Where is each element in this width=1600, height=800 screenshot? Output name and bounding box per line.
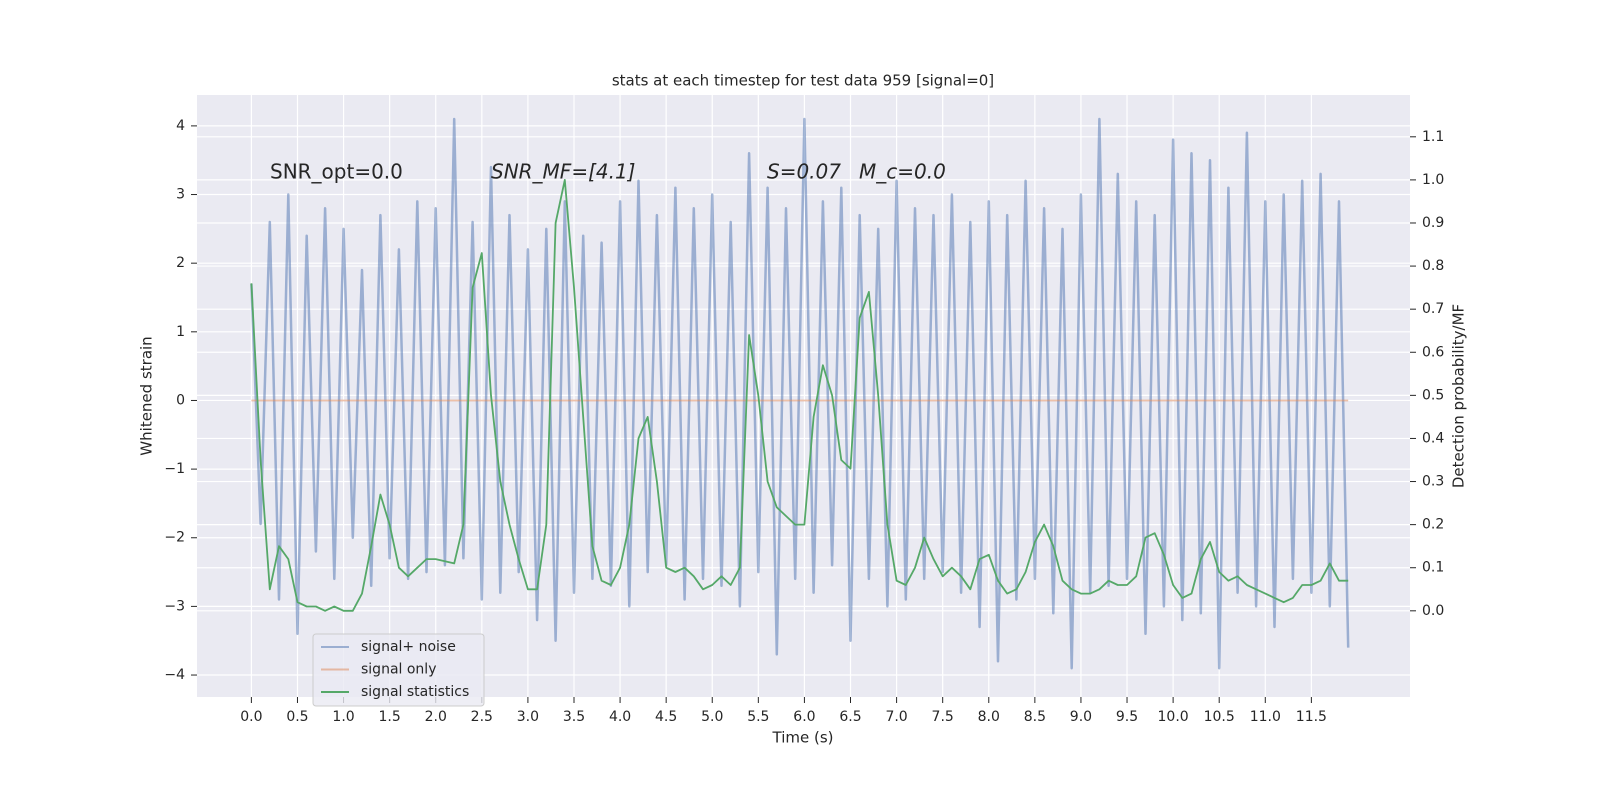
- x-tick-label: 2.0: [425, 709, 447, 725]
- x-tick-label: 4.0: [609, 709, 631, 725]
- y2-tick-label: 0.5: [1422, 387, 1444, 403]
- y-axis-label: Whitened strain: [138, 336, 156, 455]
- x-tick-label: 1.0: [332, 709, 354, 725]
- y2-axis-label: Detection probability/MF: [1450, 304, 1468, 488]
- x-tick-label: 11.0: [1250, 709, 1281, 725]
- y-tick-label: 2: [176, 255, 185, 271]
- y2-tick-label: 0.6: [1422, 344, 1444, 360]
- x-tick-label: 0.0: [240, 709, 262, 725]
- y2-tick-label: 0.7: [1422, 301, 1444, 317]
- x-tick-label: 9.0: [1070, 709, 1092, 725]
- y2-tick-label: 0.4: [1422, 430, 1444, 446]
- x-tick-label: 3.0: [517, 709, 539, 725]
- y-tick-label: −4: [164, 667, 185, 683]
- y2-tick-label: 1.0: [1422, 172, 1444, 188]
- y-tick-label: 0: [176, 392, 185, 408]
- labels: 0.0 0.5 1.0 1.5 2.0 2.5 3.0 3.5 4.0 4.5 5.0 5.5 6.0 6…: [164, 118, 1444, 725]
- x-tick-label: 8.0: [978, 709, 1000, 725]
- chart-title: stats at each timestep for test data 959…: [612, 72, 994, 90]
- series-line: [250, 179, 1349, 612]
- y2-tick-label: 0.1: [1422, 560, 1444, 576]
- annotation: SNR_opt=0.0: [270, 160, 403, 184]
- x-tick-label: 8.5: [1024, 709, 1046, 725]
- x-tick-label: 7.5: [932, 709, 954, 725]
- annotation: S=0.07: [767, 160, 841, 184]
- x-tick-label: 1.5: [379, 709, 401, 725]
- x-tick-label: 10.0: [1158, 709, 1189, 725]
- marks: [250, 117, 1350, 670]
- y2-tick-label: 1.1: [1422, 129, 1444, 145]
- x-tick-label: 6.5: [839, 709, 861, 725]
- x-tick-label: 11.5: [1296, 709, 1327, 725]
- y2-tick-label: 0.2: [1422, 517, 1444, 533]
- x-tick-label: 10.5: [1204, 709, 1235, 725]
- x-tick-label: 5.0: [701, 709, 723, 725]
- y-tick-label: 1: [176, 324, 185, 340]
- x-tick-label: 6.0: [793, 709, 815, 725]
- y-tick-label: 3: [176, 187, 185, 203]
- x-tick-label: 4.5: [655, 709, 677, 725]
- y-tick-label: −3: [164, 598, 185, 614]
- legend-label: signal statistics: [361, 684, 469, 700]
- y2-tick-label: 0.9: [1422, 215, 1444, 231]
- series-line: [250, 117, 1350, 670]
- x-tick-label: 3.5: [563, 709, 585, 725]
- x-tick-label: 5.5: [747, 709, 769, 725]
- x-axis-label: Time (s): [772, 729, 834, 747]
- legend-box: [312, 633, 485, 707]
- annotation: SNR_MF=[4.1]: [491, 160, 635, 184]
- y2-tick-label: 0.8: [1422, 258, 1444, 274]
- y2-tick-label: 0.3: [1422, 474, 1444, 490]
- y2-tick-label: 0.0: [1422, 603, 1444, 619]
- annotation: M_c=0.0: [859, 160, 946, 184]
- y-tick-label: −1: [164, 461, 185, 477]
- x-tick-label: 9.5: [1116, 709, 1138, 725]
- x-tick-label: 2.5: [471, 709, 493, 725]
- x-tick-label: 0.5: [286, 709, 308, 725]
- legend-label: signal only: [361, 662, 436, 678]
- x-tick-label: 7.0: [885, 709, 907, 725]
- y-tick-label: 4: [176, 118, 185, 134]
- y-tick-label: −2: [164, 530, 185, 546]
- legend-label: signal+ noise: [361, 639, 456, 655]
